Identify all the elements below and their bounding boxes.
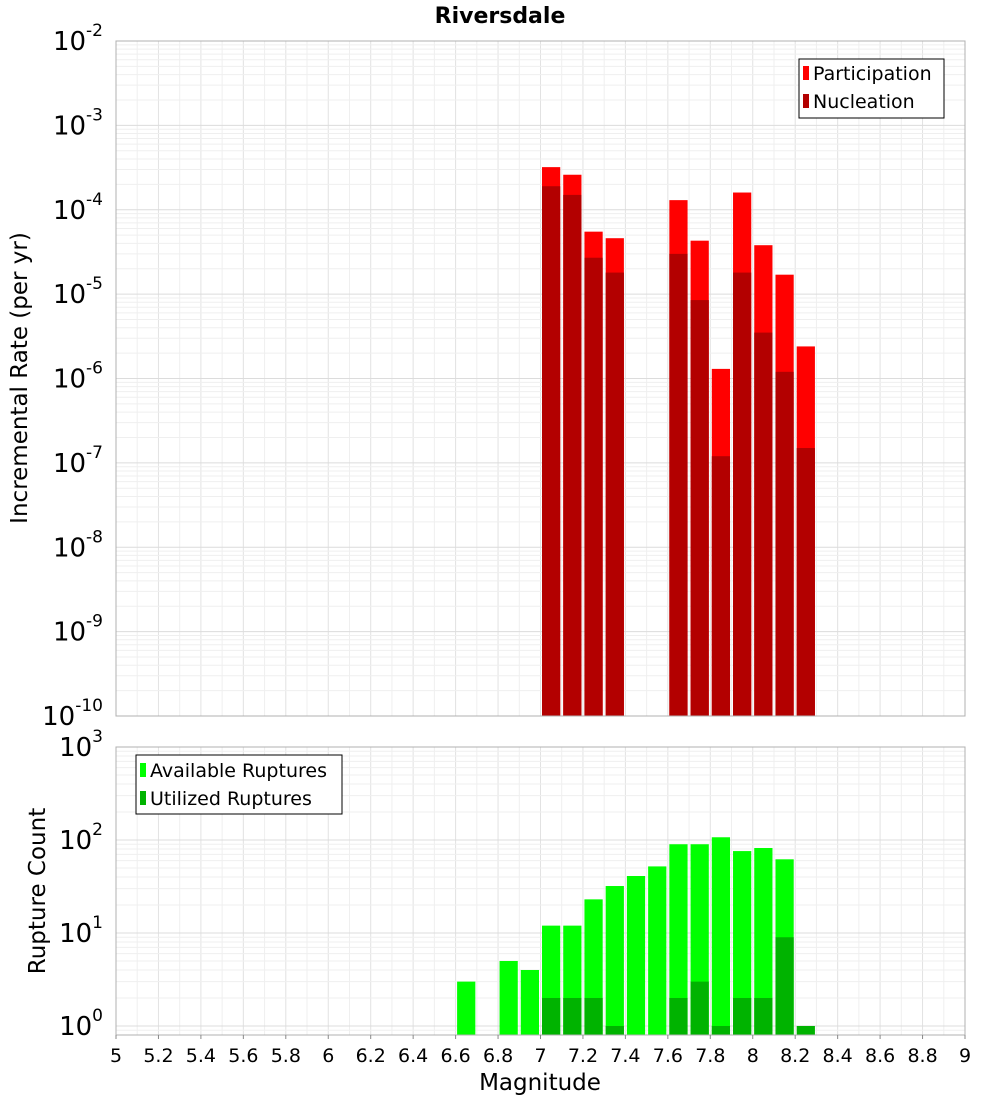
bar-nucleation xyxy=(669,253,688,716)
y-tick-label: 10-4 xyxy=(53,190,103,226)
bar-utilized-ruptures xyxy=(605,1025,624,1035)
bottom-legend: Available Ruptures Utilized Ruptures xyxy=(135,754,343,815)
x-tick-label: 5.4 xyxy=(186,1045,216,1067)
y-tick-label: 10-6 xyxy=(53,359,103,395)
legend-label-available: Available Ruptures xyxy=(150,760,327,782)
x-tick-label: 8.6 xyxy=(865,1045,895,1067)
bar-nucleation xyxy=(690,300,709,716)
top-legend: Participation Nucleation xyxy=(798,58,945,119)
bar-utilized-ruptures xyxy=(563,997,582,1035)
bar-utilized-ruptures xyxy=(775,937,794,1035)
bar-available-ruptures xyxy=(669,844,688,1035)
top-legend-box xyxy=(798,58,945,119)
bar-available-ruptures xyxy=(457,981,476,1035)
bar-nucleation xyxy=(605,272,624,716)
x-axis-label: Magnitude xyxy=(479,1070,601,1096)
bottom-bars xyxy=(457,837,815,1035)
bar-nucleation xyxy=(796,448,815,716)
bar-available-ruptures xyxy=(605,886,624,1035)
bar-available-ruptures xyxy=(499,960,518,1035)
y-tick-label: 10-3 xyxy=(53,105,103,141)
top-plot-border xyxy=(115,40,966,717)
legend-swatch-participation xyxy=(803,66,809,80)
bar-available-ruptures xyxy=(711,837,731,1035)
y-tick-label: 10-10 xyxy=(42,696,103,732)
bar-utilized-ruptures xyxy=(542,997,561,1035)
x-tick-label: 6 xyxy=(322,1045,334,1067)
x-tick-label: 7.2 xyxy=(568,1045,598,1067)
x-tick-label: 8 xyxy=(747,1045,759,1067)
bottom-y-axis-label: Rupture Count xyxy=(25,808,51,974)
x-tick-label: 5.8 xyxy=(271,1045,301,1067)
y-tick-label: 10-5 xyxy=(53,274,103,310)
bar-nucleation xyxy=(563,194,582,716)
y-tick-label: 10-2 xyxy=(53,21,103,57)
bar-utilized-ruptures xyxy=(690,981,709,1035)
x-ticks: 5 5.2 5.4 5.6 5.8 6 6.2 6.4 6.6 6.8 7 7.2 7.4 7.6 7.8 8… xyxy=(110,1035,971,1067)
bar-available-ruptures xyxy=(733,851,752,1035)
y-tick-label: 101 xyxy=(59,913,103,949)
legend-label-utilized: Utilized Ruptures xyxy=(150,788,312,810)
x-tick-label: 7.6 xyxy=(653,1045,683,1067)
bar-nucleation xyxy=(733,272,752,716)
x-tick-label: 8.2 xyxy=(780,1045,810,1067)
bar-nucleation xyxy=(542,186,561,716)
x-tick-label: 7 xyxy=(534,1045,546,1067)
legend-swatch-utilized xyxy=(140,791,146,805)
bar-nucleation xyxy=(754,332,773,716)
bar-utilized-ruptures xyxy=(796,1025,815,1035)
top-bars xyxy=(542,167,815,717)
bottom-y-ticks: 100 101 102 103 xyxy=(59,727,103,1042)
x-tick-label: 6.2 xyxy=(356,1045,386,1067)
legend-label-participation: Participation xyxy=(813,63,932,85)
bar-nucleation xyxy=(711,456,731,716)
bottom-legend-box xyxy=(135,754,343,815)
bar-nucleation xyxy=(584,257,603,716)
bar-nucleation xyxy=(775,371,794,716)
bar-available-ruptures xyxy=(648,866,667,1035)
bar-utilized-ruptures xyxy=(733,997,752,1035)
y-tick-label: 10-7 xyxy=(53,443,103,479)
top-y-ticks: 10-10 10-9 10-8 10-7 10-6 10-5 10-4 10-3 10-2 xyxy=(42,21,103,732)
bar-utilized-ruptures xyxy=(711,1025,731,1035)
legend-swatch-available xyxy=(140,763,146,777)
legend-label-nucleation: Nucleation xyxy=(813,91,915,113)
bar-available-ruptures xyxy=(520,969,539,1035)
x-tick-label: 8.4 xyxy=(823,1045,853,1067)
bar-available-ruptures xyxy=(754,848,773,1035)
y-tick-label: 102 xyxy=(59,820,103,856)
legend-swatch-nucleation xyxy=(803,94,809,108)
bar-utilized-ruptures xyxy=(584,997,603,1035)
x-tick-label: 9 xyxy=(959,1045,971,1067)
top-y-axis-label: Incremental Rate (per yr) xyxy=(7,232,33,524)
bottom-plot: 100 101 102 103 5 5.2 5.4 5.6 5.8 6 6.2 6.4 6.6 6.8 7… xyxy=(25,727,971,1096)
bottom-grid xyxy=(115,747,966,1036)
x-tick-label: 6.4 xyxy=(398,1045,428,1067)
x-tick-label: 7.8 xyxy=(695,1045,725,1067)
bar-utilized-ruptures xyxy=(754,997,773,1035)
x-tick-label: 6.8 xyxy=(483,1045,513,1067)
y-tick-label: 10-9 xyxy=(53,612,103,648)
y-tick-label: 10-8 xyxy=(53,527,103,563)
top-grid xyxy=(115,41,966,717)
top-plot: 10-10 10-9 10-8 10-7 10-6 10-5 10-4 10-3 10-2 In… xyxy=(7,21,966,732)
x-tick-label: 5.2 xyxy=(143,1045,173,1067)
y-tick-label: 100 xyxy=(59,1006,103,1042)
x-tick-label: 5 xyxy=(110,1045,122,1067)
bar-utilized-ruptures xyxy=(669,997,688,1035)
x-tick-label: 8.8 xyxy=(907,1045,937,1067)
x-tick-label: 7.4 xyxy=(610,1045,640,1067)
x-tick-label: 6.6 xyxy=(440,1045,470,1067)
x-tick-label: 5.6 xyxy=(228,1045,258,1067)
bar-available-ruptures xyxy=(626,876,646,1035)
y-tick-label: 103 xyxy=(59,727,103,763)
chart-title: Riversdale xyxy=(435,4,566,29)
